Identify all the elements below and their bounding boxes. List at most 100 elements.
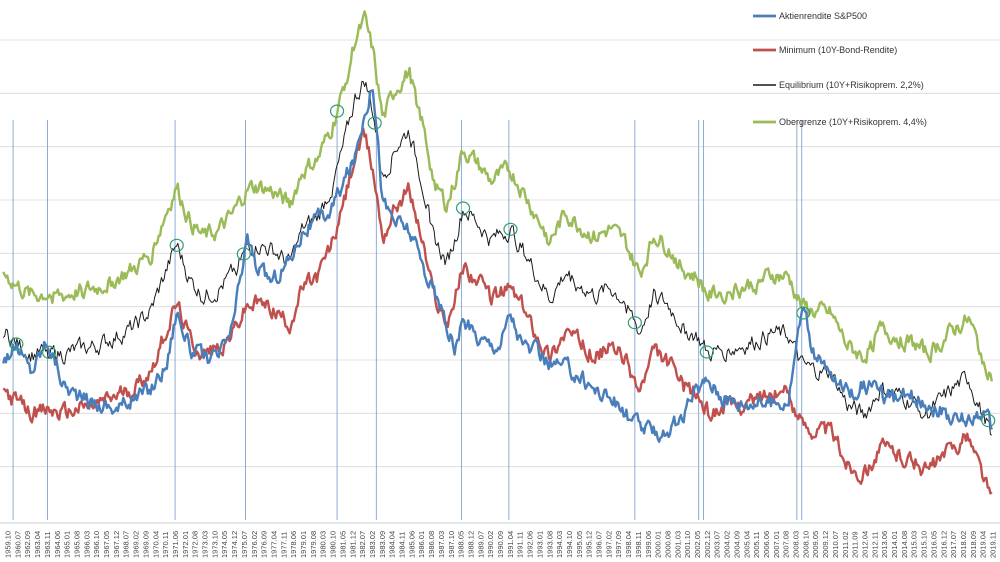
x-tick-label: 1992.06 bbox=[526, 531, 535, 558]
x-tick-label: 1996.07 bbox=[595, 531, 604, 558]
legend-label: Minimum (10Y-Bond-Rendite) bbox=[779, 45, 897, 55]
highlight-circle bbox=[503, 222, 518, 236]
x-tick-label: 2018.02 bbox=[959, 531, 968, 558]
x-tick-label: 1994.10 bbox=[565, 531, 574, 558]
x-tick-label: 2002.05 bbox=[693, 531, 702, 558]
x-tick-label: 1960.07 bbox=[13, 531, 22, 558]
x-tick-label: 1986.08 bbox=[427, 531, 436, 558]
x-tick-label: 1980.03 bbox=[319, 531, 328, 558]
x-tick-label: 2014.01 bbox=[890, 531, 899, 558]
x-tick-label: 2011.09 bbox=[851, 531, 860, 558]
x-tick-label: 2014.08 bbox=[900, 531, 909, 558]
vertical-markers bbox=[12, 120, 803, 520]
series-line bbox=[2, 10, 994, 382]
x-tick-label: 2007.08 bbox=[782, 531, 791, 558]
x-tick-label: 2001.10 bbox=[683, 531, 692, 558]
x-tick-label: 2018.09 bbox=[969, 531, 978, 558]
x-tick-label: 1966.10 bbox=[92, 531, 101, 558]
x-tick-label: 1991.04 bbox=[506, 531, 515, 558]
x-tick-label: 1986.01 bbox=[417, 531, 426, 558]
x-tick-label: 1979.01 bbox=[299, 531, 308, 558]
x-tick-label: 2015.10 bbox=[920, 531, 929, 558]
x-tick-label: 1976.02 bbox=[250, 531, 259, 558]
x-tick-label: 1997.02 bbox=[604, 531, 613, 558]
x-tick-label: 1963.11 bbox=[43, 531, 52, 558]
x-tick-label: 1981.12 bbox=[348, 531, 357, 558]
x-tick-label: 1983.02 bbox=[368, 531, 377, 558]
x-tick-label: 1965.01 bbox=[63, 531, 72, 558]
x-tick-label: 1970.11 bbox=[161, 531, 170, 558]
x-tick-label: 2001.03 bbox=[673, 531, 682, 558]
x-tick-label: 1973.10 bbox=[210, 531, 219, 558]
x-tick-label: 1970.04 bbox=[151, 531, 160, 558]
x-tick-label: 1965.08 bbox=[72, 531, 81, 558]
x-tick-label: 2011.02 bbox=[841, 531, 850, 558]
series-line bbox=[2, 89, 993, 443]
x-tick-label: 1968.07 bbox=[122, 531, 131, 558]
x-tick-label: 1993.01 bbox=[535, 531, 544, 558]
x-tick-label: 1981.05 bbox=[338, 531, 347, 558]
highlight-circle bbox=[699, 345, 714, 359]
x-tick-label: 2019.11 bbox=[989, 531, 998, 558]
x-tick-label: 1993.08 bbox=[545, 531, 554, 558]
x-tick-label: 1979.08 bbox=[309, 531, 318, 558]
legend-label: Obergrenze (10Y+Risikoprem. 4,4%) bbox=[779, 117, 927, 127]
x-tick-label: 1977.11 bbox=[279, 531, 288, 558]
x-tick-label: 1994.03 bbox=[555, 531, 564, 558]
gridlines bbox=[0, 39, 1000, 468]
x-tick-label: 1987.03 bbox=[437, 531, 446, 558]
series-line bbox=[2, 127, 993, 495]
x-tick-label: 2000.08 bbox=[663, 531, 672, 558]
x-tick-label: 2019.04 bbox=[979, 531, 988, 558]
legend-label: Aktienrendite S&P500 bbox=[779, 11, 867, 21]
legend: Aktienrendite S&P500 Minimum (10Y-Bond-Re… bbox=[753, 11, 927, 127]
highlight-circle bbox=[455, 201, 471, 215]
highlight-circle bbox=[41, 345, 57, 359]
x-tick-label: 1966.03 bbox=[82, 531, 91, 558]
x-tick-label: 1990.02 bbox=[486, 531, 495, 558]
x-tick-label: 1997.09 bbox=[614, 531, 623, 558]
x-tick-label: 1988.05 bbox=[457, 531, 466, 558]
x-tick-label: 2005.04 bbox=[742, 531, 751, 558]
highlight-circle bbox=[627, 316, 642, 330]
x-tick-label: 1991.11 bbox=[516, 531, 525, 558]
highlight-circles bbox=[9, 104, 996, 428]
x-tick-label: 1982.07 bbox=[358, 531, 367, 558]
x-tick-label: 2004.02 bbox=[723, 531, 732, 558]
x-tick-label: 1974.05 bbox=[220, 531, 229, 558]
x-tick-label: 1989.07 bbox=[476, 531, 485, 558]
legend-label: Equilibrium (10Y+Risikoprem. 2,2%) bbox=[779, 80, 924, 90]
x-tick-label: 2012.04 bbox=[860, 531, 869, 558]
x-tick-label: 1998.04 bbox=[624, 531, 633, 558]
x-tick-label: 1972.01 bbox=[181, 531, 190, 558]
series-line bbox=[2, 81, 993, 436]
x-tick-label: 2015.03 bbox=[910, 531, 919, 558]
x-tick-label: 1971.06 bbox=[171, 531, 180, 558]
x-tick-label: 1984.04 bbox=[388, 531, 397, 558]
x-tick-label: 2013.06 bbox=[880, 531, 889, 558]
x-tick-label: 1983.09 bbox=[378, 531, 387, 558]
x-tick-label: 2016.05 bbox=[929, 531, 938, 558]
x-tick-label: 2016.12 bbox=[939, 531, 948, 558]
x-tick-label: 2004.09 bbox=[732, 531, 741, 558]
x-tick-label: 1998.11 bbox=[634, 531, 643, 558]
x-tick-label: 1972.08 bbox=[191, 531, 200, 558]
x-tick-label: 1977.04 bbox=[269, 531, 278, 558]
x-tick-label: 1999.06 bbox=[644, 531, 653, 558]
x-tick-label: 1976.09 bbox=[260, 531, 269, 558]
x-tick-label: 2002.12 bbox=[703, 531, 712, 558]
x-tick-label: 1964.06 bbox=[53, 531, 62, 558]
x-tick-label: 1969.02 bbox=[132, 531, 141, 558]
x-tick-label: 1962.09 bbox=[23, 531, 32, 558]
x-tick-label: 1995.05 bbox=[575, 531, 584, 558]
x-tick-label: 2000.01 bbox=[654, 531, 663, 558]
x-tick-label: 1959.10 bbox=[4, 531, 13, 558]
highlight-circle bbox=[367, 116, 382, 130]
x-tick-label: 2003.07 bbox=[713, 531, 722, 558]
x-tick-label: 1974.12 bbox=[230, 531, 239, 558]
highlight-circle bbox=[796, 306, 811, 320]
highlight-circle bbox=[236, 247, 251, 261]
highlight-circle bbox=[981, 413, 996, 428]
x-tick-label: 1985.06 bbox=[407, 531, 416, 558]
